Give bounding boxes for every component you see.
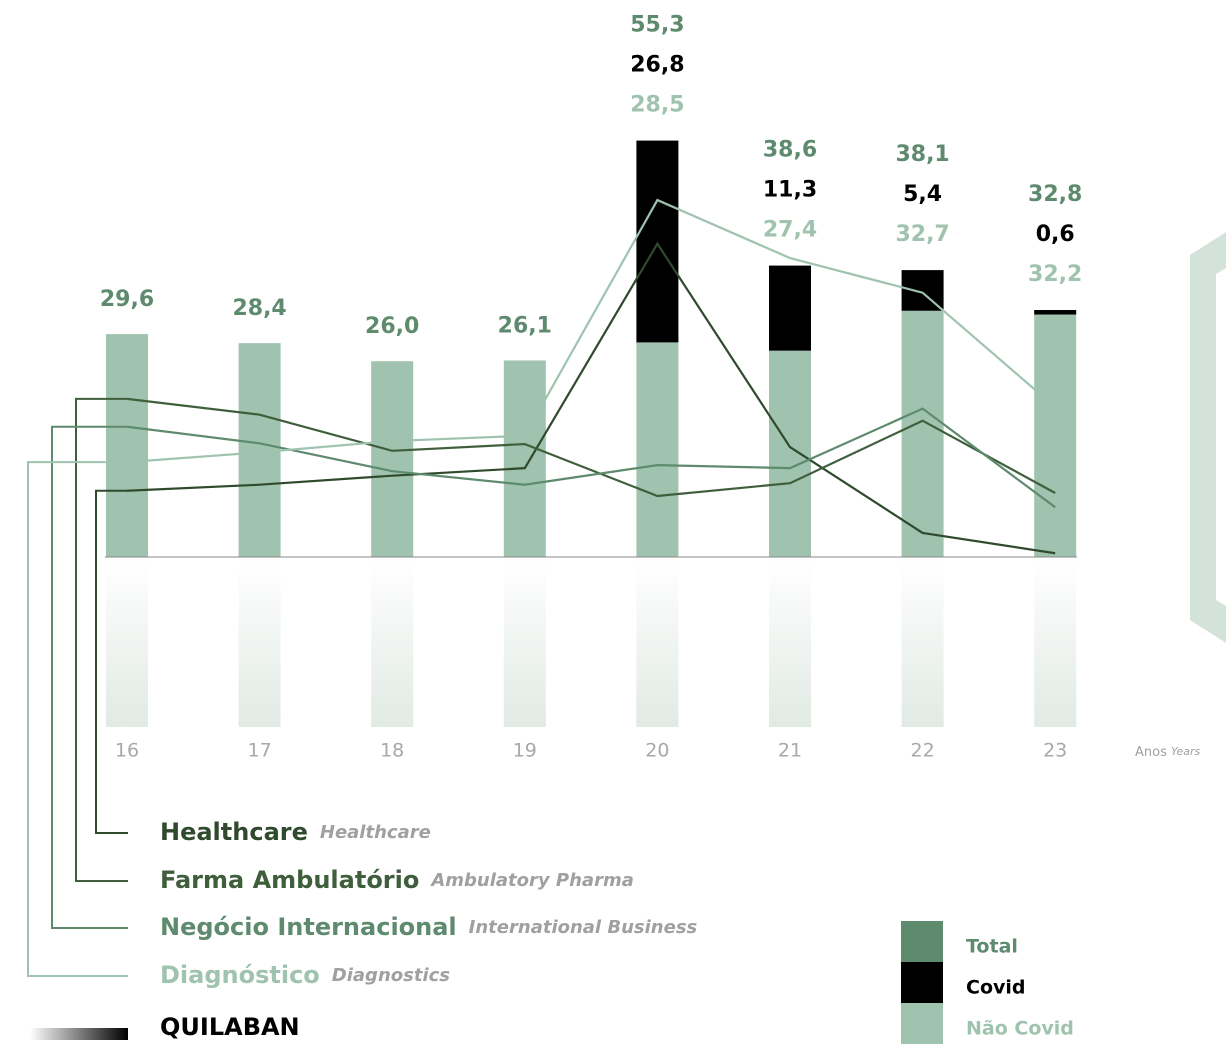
legend-name-en: Healthcare bbox=[320, 822, 431, 843]
bar-reflection bbox=[106, 559, 148, 727]
x-tick-label: 18 bbox=[380, 740, 404, 762]
legend-label: Covid bbox=[966, 977, 1026, 999]
bar-reflection bbox=[371, 559, 414, 727]
bar-segment bbox=[901, 310, 944, 557]
x-tick-label: 19 bbox=[513, 740, 537, 762]
value-label: 55,3 bbox=[630, 13, 684, 38]
value-label: 27,4 bbox=[763, 218, 817, 243]
value-label: 38,1 bbox=[895, 142, 949, 167]
value-label: 26,1 bbox=[498, 313, 552, 338]
value-label: 28,4 bbox=[232, 296, 286, 321]
legend-leader bbox=[95, 489, 128, 834]
legend-name: Negócio Internacional bbox=[160, 913, 457, 941]
bar-segment bbox=[636, 140, 679, 343]
bar-reflection bbox=[503, 559, 546, 727]
bar-segment bbox=[769, 350, 811, 557]
bar-reflection bbox=[238, 559, 281, 727]
bar-segment bbox=[371, 361, 414, 557]
series-line bbox=[126, 241, 1056, 555]
value-label: 11,3 bbox=[763, 178, 817, 203]
bar-segment bbox=[503, 360, 546, 557]
legend-name-en: Diagnostics bbox=[332, 965, 450, 986]
legend-leader bbox=[75, 397, 128, 882]
x-tick-label: 23 bbox=[1043, 740, 1067, 762]
value-label: 32,8 bbox=[1028, 182, 1082, 207]
legend-name: Farma Ambulatório bbox=[160, 866, 419, 894]
legend-name-en: International Business bbox=[469, 917, 698, 938]
series-line bbox=[126, 198, 1056, 464]
legend-label: Diagnóstico Diagnostics bbox=[160, 961, 450, 989]
legend-label: Healthcare Healthcare bbox=[160, 818, 431, 846]
bar-reflection bbox=[901, 559, 944, 727]
legend-label: Não Covid bbox=[966, 1018, 1074, 1040]
value-label: 32,7 bbox=[895, 222, 949, 247]
value-label: 29,6 bbox=[100, 287, 154, 312]
bar-segment bbox=[106, 334, 148, 557]
bar-reflection bbox=[769, 559, 811, 727]
value-label: 38,6 bbox=[763, 138, 817, 163]
value-label: 26,0 bbox=[365, 314, 419, 339]
legend-leader bbox=[27, 461, 128, 977]
x-tick-label: 21 bbox=[778, 740, 802, 762]
bar-reflection bbox=[1034, 559, 1077, 727]
bar-reflection bbox=[636, 559, 679, 727]
value-label: 0,6 bbox=[1036, 222, 1075, 247]
decor-hexagon bbox=[1190, 232, 1226, 643]
legend-label: Farma Ambulatório Ambulatory Pharma bbox=[160, 866, 634, 894]
legend-label: Total bbox=[966, 936, 1018, 958]
x-tick-label: 16 bbox=[115, 740, 139, 762]
legend-swatch bbox=[901, 921, 943, 962]
bar-segment bbox=[636, 342, 679, 557]
bar-segment bbox=[1034, 310, 1077, 315]
legend-label: Negócio Internacional International Busin… bbox=[160, 913, 698, 941]
legend-leader bbox=[51, 425, 128, 929]
legend-swatch bbox=[901, 962, 943, 1003]
x-tick-label: 22 bbox=[911, 740, 935, 762]
value-label: 32,2 bbox=[1028, 262, 1082, 287]
value-label: 26,8 bbox=[630, 53, 684, 78]
x-axis-label: Anos Years bbox=[1135, 745, 1201, 760]
x-tick-label: 17 bbox=[248, 740, 272, 762]
x-tick-label: 20 bbox=[645, 740, 669, 762]
bar-segment bbox=[1034, 314, 1077, 557]
company-label: QUILABAN bbox=[160, 1013, 300, 1041]
value-label: 28,5 bbox=[630, 93, 684, 118]
legend-name: Healthcare bbox=[160, 818, 308, 846]
brand-swatch bbox=[30, 1028, 128, 1040]
series-line bbox=[126, 397, 1056, 498]
legend-name-en: Ambulatory Pharma bbox=[429, 870, 633, 891]
series-line bbox=[126, 407, 1056, 509]
legend-name: Diagnóstico bbox=[160, 961, 320, 989]
legend-swatch bbox=[901, 1003, 943, 1044]
bar-segment bbox=[769, 265, 811, 351]
value-label: 5,4 bbox=[903, 182, 942, 207]
